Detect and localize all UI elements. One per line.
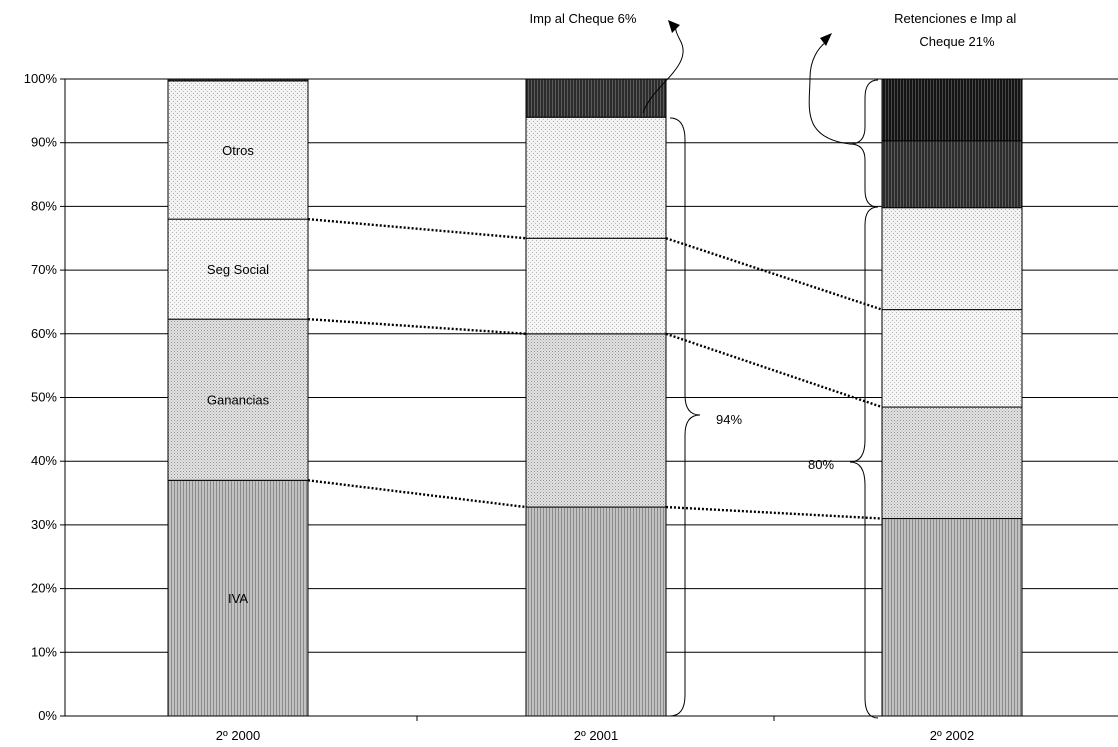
bar-segment: [881, 309, 1023, 408]
segment-label: IVA: [228, 591, 248, 606]
arrow-retenciones-2002: [808, 41, 851, 145]
x-tick-label: 2º 2000: [216, 728, 261, 743]
segment-label: Seg Social: [207, 262, 269, 277]
bar-segment: [881, 406, 1023, 520]
connector-line: [307, 317, 527, 335]
y-tick-label: 100%: [24, 71, 58, 86]
bar-segment: [525, 237, 667, 335]
segment-labels: IVA Ganancias Seg Social Otros: [207, 143, 270, 606]
connector-lines: [307, 217, 883, 520]
bar-segment: [881, 518, 1023, 717]
arrow-imp-cheque-2001: [642, 26, 684, 114]
bar-segment: [881, 140, 1023, 209]
bar-segment: [525, 116, 667, 239]
segment-label: Otros: [222, 143, 254, 158]
y-tick-label: 70%: [31, 262, 57, 277]
bar-segment: [525, 506, 667, 717]
bar-segment: [167, 318, 309, 481]
bar-segment: [167, 80, 309, 220]
y-tick-label: 30%: [31, 517, 57, 532]
x-tick-label: 2º 2002: [930, 728, 975, 743]
y-tick-label: 10%: [31, 644, 57, 659]
brace-2002: [849, 79, 879, 208]
annotation-retenciones-2002: Retenciones e Imp al Cheque 21%: [894, 11, 1020, 49]
y-tick-label: 20%: [31, 581, 57, 596]
annotation-imp-cheque-2001: Imp al Cheque 6%: [530, 11, 637, 26]
connector-line: [665, 237, 883, 311]
y-tick-label: 60%: [31, 326, 57, 341]
bar-segment: [881, 207, 1023, 311]
brace-2001: [669, 117, 701, 717]
y-tick-label: 50%: [31, 390, 57, 405]
arrowhead-imp-cheque-2001: [668, 20, 680, 33]
axes: 0% 10% 20% 30% 40% 50% 60% 70% 80% 90% 100% 2º 2000…: [24, 71, 1118, 743]
brace-2002-label: 80%: [808, 457, 834, 472]
bar-segment: [167, 78, 309, 82]
arrowhead-retenciones-2002: [820, 33, 832, 46]
brace-2001-label: 94%: [716, 412, 742, 427]
y-tick-label: 90%: [31, 135, 57, 150]
brace-2002-lower: [849, 206, 879, 719]
bar-segment: [525, 333, 667, 508]
y-tick-label: 40%: [31, 453, 57, 468]
bar-segment: [167, 218, 309, 320]
connector-line: [665, 505, 883, 520]
bars: [167, 78, 1023, 717]
connector-line: [307, 217, 527, 240]
connector-line: [307, 479, 527, 509]
segment-label: Ganancias: [207, 393, 270, 408]
connector-line: [665, 332, 883, 409]
y-tick-label: 80%: [31, 198, 57, 213]
annotations: 94% 80% Imp al Cheque 6% Retenciones e I…: [530, 11, 1020, 719]
bar-segment: [525, 78, 667, 118]
y-tick-label: 0%: [38, 708, 57, 723]
bar-segment: [881, 78, 1023, 142]
x-tick-label: 2º 2001: [574, 728, 619, 743]
